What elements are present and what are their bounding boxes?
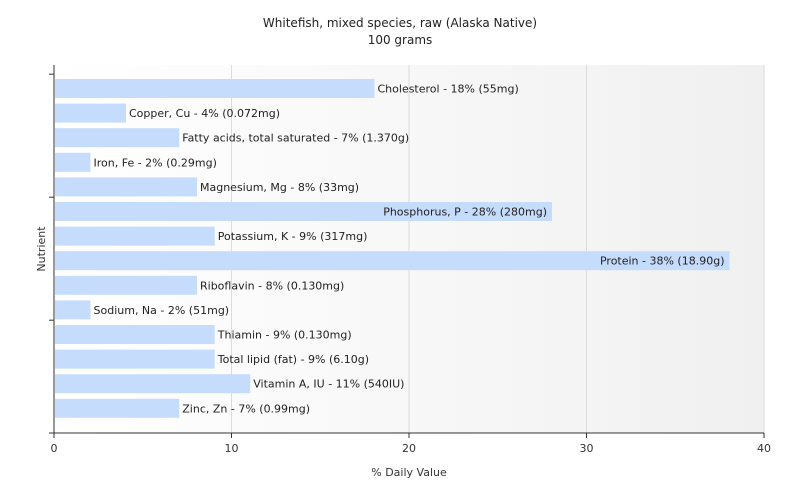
bar bbox=[55, 103, 126, 123]
bar-label: Protein - 38% (18.90g) bbox=[600, 255, 725, 268]
x-tick-label: 30 bbox=[580, 442, 594, 455]
chart-title: Whitefish, mixed species, raw (Alaska Na… bbox=[263, 16, 537, 30]
y-axis-title: Nutrient bbox=[35, 226, 48, 272]
bar bbox=[55, 349, 215, 369]
bar bbox=[55, 300, 91, 320]
bar bbox=[55, 275, 197, 295]
bar-label: Fatty acids, total saturated - 7% (1.370… bbox=[182, 132, 409, 145]
bar bbox=[55, 251, 730, 271]
bar bbox=[55, 325, 215, 344]
bar-label: Iron, Fe - 2% (0.29mg) bbox=[94, 156, 217, 169]
bar-label: Sodium, Na - 2% (51mg) bbox=[94, 304, 230, 317]
x-tick-label: 20 bbox=[402, 442, 416, 455]
x-tick-label: 10 bbox=[225, 442, 239, 455]
bar-label: Thiamin - 9% (0.130mg) bbox=[217, 329, 352, 342]
bar-layer: Cholesterol - 18% (55mg) Copper, Cu - 4% … bbox=[55, 79, 730, 418]
bar bbox=[55, 79, 375, 98]
bar-label: Potassium, K - 9% (317mg) bbox=[218, 230, 368, 243]
x-tick-label: 40 bbox=[757, 442, 771, 455]
grid-layer bbox=[231, 65, 765, 433]
bar bbox=[55, 202, 552, 221]
bar-label: Cholesterol - 18% (55mg) bbox=[378, 83, 519, 96]
bar bbox=[55, 152, 91, 172]
bar-label: Total lipid (fat) - 9% (6.10g) bbox=[217, 353, 369, 366]
bar-label: Vitamin A, IU - 11% (540IU) bbox=[253, 378, 404, 391]
bar bbox=[55, 398, 180, 418]
bar-label: Magnesium, Mg - 8% (33mg) bbox=[200, 181, 359, 194]
bar-label: Zinc, Zn - 7% (0.99mg) bbox=[182, 402, 310, 415]
axis-layer: 0 10 20 30 40 bbox=[49, 65, 771, 455]
bar-label: Phosphorus, P - 28% (280mg) bbox=[383, 206, 547, 219]
bar bbox=[55, 226, 215, 246]
bar-label: Riboflavin - 8% (0.130mg) bbox=[200, 279, 344, 292]
bar bbox=[55, 177, 197, 197]
x-axis-title: % Daily Value bbox=[371, 466, 447, 479]
chart-subtitle: 100 grams bbox=[368, 33, 433, 47]
bar-label: Copper, Cu - 4% (0.072mg) bbox=[129, 107, 280, 120]
bar bbox=[55, 128, 180, 148]
bar bbox=[55, 374, 251, 394]
x-tick-label: 0 bbox=[51, 442, 58, 455]
